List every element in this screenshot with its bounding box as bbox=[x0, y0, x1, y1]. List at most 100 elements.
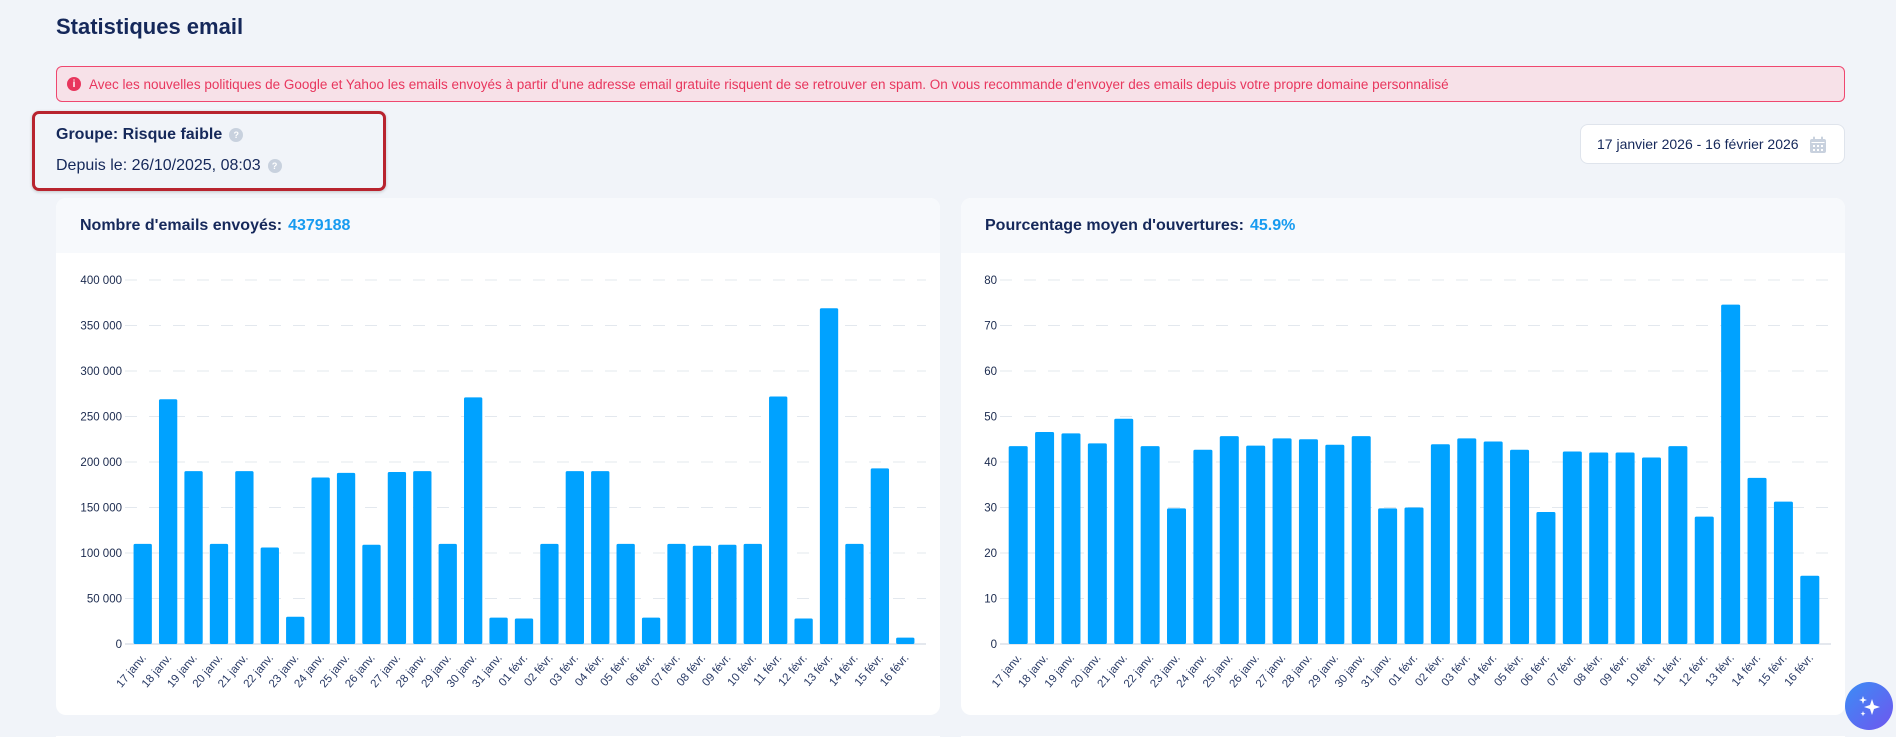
y-tick-label: 10 bbox=[984, 594, 997, 606]
sparkle-icon bbox=[1859, 696, 1880, 717]
average-open-rate-value: 45.9% bbox=[1249, 216, 1296, 234]
bar bbox=[286, 616, 305, 644]
bar bbox=[1721, 304, 1741, 644]
bar bbox=[1378, 508, 1398, 644]
bar bbox=[1404, 507, 1424, 644]
bar bbox=[184, 471, 203, 644]
y-tick-label: 0 bbox=[991, 639, 997, 651]
calendar-icon bbox=[1810, 136, 1826, 153]
info-icon: i bbox=[67, 77, 81, 91]
y-tick-label: 50 000 bbox=[87, 594, 122, 606]
bar bbox=[1615, 452, 1635, 644]
date-range-picker[interactable]: 17 janvier 2026 - 16 février 2026 bbox=[1580, 124, 1845, 164]
bar bbox=[870, 468, 890, 644]
y-tick-label: 70 bbox=[984, 321, 997, 333]
bar bbox=[1457, 438, 1477, 644]
y-tick-label: 150 000 bbox=[80, 503, 122, 515]
emails-sent-card: Nombre d'emails envoyés: 4379188 0 50 000… bbox=[56, 198, 940, 715]
group-label: Groupe: Risque faible bbox=[56, 126, 223, 143]
card-title: Nombre d'emails envoyés: bbox=[80, 216, 283, 234]
bar bbox=[845, 543, 864, 644]
bar bbox=[1140, 446, 1160, 644]
bar bbox=[540, 543, 559, 644]
bar bbox=[1298, 439, 1318, 644]
bar bbox=[667, 543, 686, 644]
bar bbox=[794, 618, 813, 644]
bar bbox=[464, 397, 483, 644]
y-tick-label: 400 000 bbox=[80, 275, 122, 287]
bar bbox=[1430, 444, 1450, 644]
bar bbox=[1035, 431, 1055, 644]
bar bbox=[1694, 516, 1714, 644]
group-status: Groupe: Risque faible ? bbox=[56, 126, 244, 144]
y-tick-label: 300 000 bbox=[80, 366, 122, 378]
bar bbox=[336, 472, 356, 644]
y-tick-label: 20 bbox=[984, 548, 997, 560]
group-since-label: Depuis le: 26/10/2025, 08:03 bbox=[56, 157, 261, 174]
alert-text: Avec les nouvelles politiques de Google … bbox=[89, 76, 1449, 92]
bar bbox=[1087, 443, 1107, 644]
bar bbox=[718, 544, 737, 644]
bar bbox=[1589, 452, 1609, 644]
card-title: Pourcentage moyen d'ouvertures: bbox=[985, 216, 1244, 234]
ai-assistant-button[interactable] bbox=[1845, 682, 1893, 730]
bar bbox=[1114, 418, 1134, 644]
bar bbox=[133, 543, 152, 644]
y-tick-label: 0 bbox=[116, 639, 122, 651]
bar bbox=[489, 617, 508, 644]
bar bbox=[1325, 444, 1345, 644]
y-tick-label: 100 000 bbox=[80, 548, 122, 560]
bar bbox=[591, 471, 610, 644]
bar bbox=[514, 618, 534, 644]
bar bbox=[260, 547, 279, 644]
x-tick-label: 16 févr. bbox=[1783, 652, 1816, 689]
bar bbox=[1167, 508, 1187, 644]
bar bbox=[1008, 446, 1028, 644]
y-tick-label: 60 bbox=[984, 366, 997, 378]
bar bbox=[743, 543, 762, 644]
bar bbox=[235, 471, 254, 644]
x-tick-label: 10 févr. bbox=[1624, 652, 1657, 689]
bar bbox=[565, 471, 584, 644]
bar bbox=[896, 637, 915, 644]
y-tick-label: 350 000 bbox=[80, 321, 122, 333]
help-icon[interactable]: ? bbox=[267, 159, 282, 173]
group-since: Depuis le: 26/10/2025, 08:03 ? bbox=[56, 157, 282, 175]
bar bbox=[1536, 512, 1556, 644]
bar bbox=[1800, 575, 1820, 644]
emails-sent-chart: 0 50 000 100 000 150 000 200 000 250 000 300 0… bbox=[80, 275, 926, 690]
bar bbox=[1562, 451, 1582, 644]
bar bbox=[438, 543, 457, 644]
page-title: Statistiques email bbox=[56, 14, 244, 39]
bar bbox=[362, 544, 381, 644]
bar bbox=[819, 308, 839, 644]
bar bbox=[769, 396, 788, 644]
y-tick-label: 30 bbox=[984, 503, 997, 515]
bar bbox=[641, 617, 661, 644]
bar bbox=[1246, 445, 1266, 644]
y-tick-label: 250 000 bbox=[80, 412, 122, 424]
bar bbox=[1747, 477, 1767, 644]
bar bbox=[311, 477, 330, 644]
date-range-value: 17 janvier 2026 - 16 février 2026 bbox=[1597, 136, 1799, 152]
y-tick-label: 40 bbox=[984, 457, 997, 469]
bar bbox=[387, 472, 407, 644]
y-tick-label: 200 000 bbox=[80, 457, 122, 469]
bar bbox=[1061, 433, 1081, 644]
bar bbox=[1510, 449, 1530, 644]
help-icon[interactable]: ? bbox=[229, 128, 244, 142]
bar bbox=[413, 471, 432, 644]
total-sent-value: 4379188 bbox=[288, 216, 351, 234]
bar bbox=[158, 399, 178, 644]
bar bbox=[1773, 501, 1793, 644]
bar bbox=[209, 543, 229, 644]
spam-warning-alert: i Avec les nouvelles politiques de Googl… bbox=[56, 66, 1845, 102]
bar bbox=[616, 543, 635, 644]
bar bbox=[1668, 446, 1688, 644]
bar bbox=[1641, 457, 1661, 644]
bar bbox=[1351, 436, 1371, 644]
y-tick-label: 50 bbox=[984, 412, 997, 424]
bar bbox=[1483, 441, 1503, 644]
open-rate-card: Pourcentage moyen d'ouvertures: 45.9% 0 1… bbox=[961, 198, 1845, 715]
